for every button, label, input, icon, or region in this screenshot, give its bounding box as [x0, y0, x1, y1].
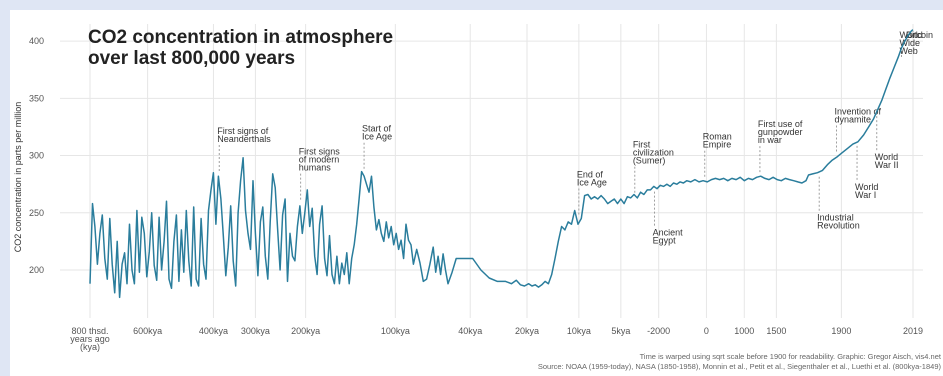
co2-chart: First signs of Neanderthals First signs of … — [13, 24, 942, 371]
y-tick-label: 300 — [29, 151, 44, 161]
x-tick-label-line: 2019 — [903, 326, 923, 336]
annotation-label-line: Bitcoin — [906, 30, 933, 40]
x-tick-label: -2000 — [647, 326, 670, 336]
annotation-label: World War I — [855, 182, 878, 200]
annotation-label-line: Empire — [703, 140, 732, 150]
annotation-label: Roman Empire — [703, 132, 732, 150]
x-tick-label: 800 thsd. years ago (kya) — [70, 326, 110, 352]
annotation-label-line: in war — [758, 135, 782, 145]
annotation-label: First use of gunpowder in war — [758, 119, 803, 145]
y-tick-label: 400 — [29, 36, 44, 46]
annotation-label-line: End of — [577, 169, 604, 179]
annotation-label: First civilization (Sumer) — [633, 140, 674, 166]
annotation-label-line: Roman — [703, 132, 732, 142]
annotation-label-line: Wide — [899, 38, 920, 48]
x-tick-label-line: 40kya — [458, 326, 482, 336]
x-tick-label: 1500 — [766, 326, 786, 336]
annotation-label-line: First — [633, 140, 651, 150]
annotation-label-line: Egypt — [653, 236, 677, 246]
annotation-label: First signs of Neanderthals — [217, 126, 271, 144]
annotation-label-line: World — [875, 152, 898, 162]
x-tick-label: 100kya — [381, 326, 410, 336]
x-tick-label-line: 0 — [704, 326, 709, 336]
x-tick-label-line: years ago — [70, 334, 110, 344]
annotation-label: Invention of dynamite — [834, 107, 881, 125]
x-tick-label-line: 400kya — [199, 326, 228, 336]
source-note: Source: NOAA (1959-today), NASA (1850-19… — [538, 362, 942, 371]
x-tick-label-line: 5kya — [611, 326, 630, 336]
x-tick-label: 400kya — [199, 326, 228, 336]
annotation-label-line: Industrial — [817, 213, 854, 223]
chart-title: CO2 concentration in atmosphere over last… — [88, 27, 393, 69]
annotation-label-line: Invention of — [834, 107, 881, 117]
y-tick-label: 350 — [29, 93, 44, 103]
annotation-label: First signs of modern humans — [299, 147, 341, 173]
annotation-label-line: of modern — [299, 155, 340, 165]
x-tick-label: 1900 — [831, 326, 851, 336]
y-axis-label: CO2 concentration in parts per million — [13, 102, 23, 253]
annotation-label-line: dynamite — [834, 115, 871, 125]
x-tick-label: 0 — [704, 326, 709, 336]
x-tick-label-line: 20kya — [515, 326, 539, 336]
annotation-label-line: civilization — [633, 148, 674, 158]
annotation-label-line: First signs — [299, 147, 341, 157]
annotation-label-line: gunpowder — [758, 127, 803, 137]
line-layer — [89, 29, 914, 299]
annotation-label-line: Ancient — [653, 228, 684, 238]
x-tick-label-line: -2000 — [647, 326, 670, 336]
annotation-label-line: First use of — [758, 119, 803, 129]
annotation-label: World War II — [875, 152, 899, 170]
grid-layer — [60, 24, 923, 318]
x-tick-label: 20kya — [515, 326, 539, 336]
x-tick-label-line: 600kya — [133, 326, 162, 336]
chart-card: First signs of Neanderthals First signs of … — [10, 10, 943, 376]
x-tick-label: 300kya — [241, 326, 270, 336]
text-layer: 200 250 300 350 400 800 thsd. years ago (kya) 60… — [13, 27, 942, 371]
x-tick-label: 5kya — [611, 326, 630, 336]
annotation-label-line: World — [899, 30, 922, 40]
x-tick-label-line: 800 thsd. — [71, 326, 108, 336]
annotation-label: Bitcoin — [906, 30, 933, 40]
chart-title-line: CO2 concentration in atmosphere — [88, 27, 393, 48]
x-tick-label-line: 200kya — [291, 326, 320, 336]
annotation-label-line: (Sumer) — [633, 156, 666, 166]
annotation-label: Start of Ice Age — [362, 124, 392, 142]
x-tick-label-line: 100kya — [381, 326, 410, 336]
annotation-label-line: Revolution — [817, 221, 860, 231]
co2-series-line — [89, 29, 914, 299]
x-tick-label-line: 300kya — [241, 326, 270, 336]
annotation-label-line: Web — [899, 46, 917, 56]
annotation-label-line: Ice Age — [362, 132, 392, 142]
x-tick-label: 2019 — [903, 326, 923, 336]
annotation-label: World Wide Web — [899, 30, 922, 56]
annotation-label-line: humans — [299, 163, 332, 173]
annotation-label-line: First signs of — [217, 126, 269, 136]
x-tick-label: 10kya — [567, 326, 591, 336]
x-tick-label: 600kya — [133, 326, 162, 336]
x-tick-label: 200kya — [291, 326, 320, 336]
annotation-label: Industrial Revolution — [817, 213, 860, 231]
annotation-label-line: War I — [855, 190, 876, 200]
annotation-layer: First signs of Neanderthals First signs of … — [217, 30, 933, 246]
annotation-label-line: Start of — [362, 124, 392, 134]
annotation-label-line: War II — [875, 160, 899, 170]
annotation-label: Ancient Egypt — [653, 228, 684, 246]
annotation-label-line: Ice Age — [577, 177, 607, 187]
x-tick-label-line: 1000 — [734, 326, 754, 336]
x-tick-label-line: (kya) — [80, 342, 100, 352]
chart-title-line: over last 800,000 years — [88, 48, 295, 69]
annotation-label-line: World — [855, 182, 878, 192]
x-tick-label-line: 1500 — [766, 326, 786, 336]
source-note: Time is warped using sqrt scale before 1… — [640, 352, 942, 361]
x-tick-label: 40kya — [458, 326, 482, 336]
y-tick-label: 200 — [29, 265, 44, 275]
annotation-label-line: Neanderthals — [217, 134, 271, 144]
x-tick-label-line: 10kya — [567, 326, 591, 336]
y-tick-label: 250 — [29, 208, 44, 218]
annotation-label: End of Ice Age — [577, 169, 607, 187]
x-tick-label-line: 1900 — [831, 326, 851, 336]
x-tick-label: 1000 — [734, 326, 754, 336]
